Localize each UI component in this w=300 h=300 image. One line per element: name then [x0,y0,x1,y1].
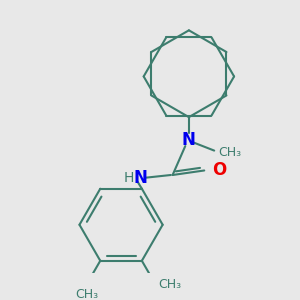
Text: CH₃: CH₃ [218,146,241,159]
Text: CH₃: CH₃ [75,288,98,300]
Text: N: N [133,169,147,187]
Text: N: N [182,131,196,149]
Text: O: O [212,161,226,179]
Text: CH₃: CH₃ [158,278,181,291]
Text: H: H [123,171,134,185]
